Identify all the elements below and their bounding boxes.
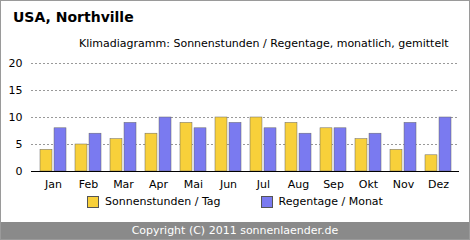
html-text:Copyright (C) 2011 sonnenlaend: Copyright (C) 2011 sonnenlaender.de [131, 224, 339, 237]
svg-text:Jun: Jun [219, 178, 237, 191]
svg-text:20: 20 [9, 57, 23, 70]
svg-text:Jul: Jul [256, 178, 270, 191]
svg-text:15: 15 [9, 84, 23, 97]
svg-text:Jan: Jan [44, 178, 62, 191]
html-text:Sonnenstunden / Tag: Sonnenstunden / Tag [105, 195, 221, 208]
svg-text:Mar: Mar [113, 178, 134, 191]
html-text:Regentage / Monat: Regentage / Monat [278, 195, 383, 208]
svg-text:10: 10 [9, 111, 23, 124]
html-text:Klimadiagramm: Sonnenstunden /: Klimadiagramm: Sonnenstunden / Regentage… [79, 37, 449, 50]
svg-text:Nov: Nov [393, 178, 415, 191]
svg-text:Dez: Dez [428, 178, 449, 191]
svg-text:5: 5 [16, 138, 23, 151]
svg-text:0: 0 [16, 165, 23, 178]
svg-text:Sep: Sep [323, 178, 344, 191]
html-text:USA, Northville: USA, Northville [13, 9, 134, 25]
svg-text:Okt: Okt [359, 178, 379, 191]
svg-text:Aug: Aug [288, 178, 309, 191]
svg-text:Apr: Apr [149, 178, 169, 191]
svg-text:Feb: Feb [79, 178, 98, 191]
svg-text:Mai: Mai [184, 178, 203, 191]
